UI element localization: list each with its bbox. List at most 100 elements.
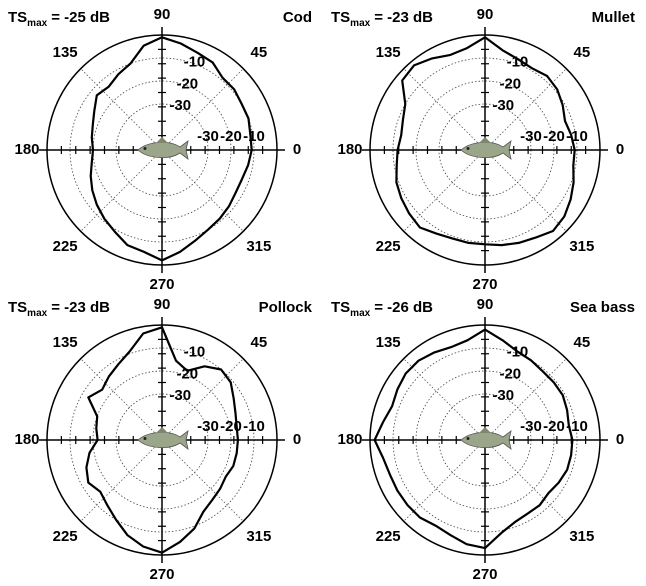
fish-eye <box>144 147 147 150</box>
angle-label: 90 <box>477 6 494 23</box>
fish-icon <box>138 137 188 159</box>
annotation-sub: max <box>350 18 370 29</box>
fish-body <box>138 431 188 449</box>
grid-line <box>404 440 485 521</box>
radial-label: -10 <box>507 53 529 70</box>
annotation-base: TS <box>8 9 27 26</box>
fish-icon <box>138 427 188 449</box>
figure: 04590135180225270315-30-30-20-20-10-10Co… <box>0 0 646 586</box>
angle-label: 270 <box>149 276 174 293</box>
fish-body <box>461 141 511 159</box>
radial-label: -30 <box>197 128 219 145</box>
angle-label: 225 <box>376 528 401 545</box>
ts-max-annotation: TSmax = -25 dB <box>8 9 110 29</box>
radial-label: -30 <box>520 128 542 145</box>
polar-panel: 04590135180225270315-30-30-20-20-10-10Po… <box>8 296 313 583</box>
annotation-base: TS <box>8 299 27 316</box>
annotation-value: = -26 dB <box>374 299 433 316</box>
radial-label: -20 <box>543 128 565 145</box>
polar-panel: 04590135180225270315-30-30-20-20-10-10Se… <box>331 296 635 583</box>
panel-title: Pollock <box>259 299 313 316</box>
angle-label: 135 <box>376 334 401 351</box>
radial-label: -20 <box>176 75 198 92</box>
angle-label: 45 <box>251 44 268 61</box>
polar-panel: 04590135180225270315-30-30-20-20-10-10Co… <box>8 6 312 293</box>
angle-label: 45 <box>574 44 591 61</box>
radial-label: -20 <box>499 365 521 382</box>
fish-fin <box>479 427 491 433</box>
radial-label: -20 <box>499 75 521 92</box>
ts-max-annotation: TSmax = -23 dB <box>8 299 110 319</box>
angle-label: 180 <box>337 431 362 448</box>
radial-label: -30 <box>169 97 191 114</box>
angle-label: 225 <box>376 238 401 255</box>
angle-label: 45 <box>251 334 268 351</box>
radial-label: -30 <box>520 418 542 435</box>
annotation-sub: max <box>27 18 47 29</box>
fish-eye <box>144 437 147 440</box>
radial-label: -10 <box>243 128 265 145</box>
angle-label: 0 <box>616 431 624 448</box>
fish-fin <box>156 427 168 433</box>
angle-label: 135 <box>53 44 78 61</box>
angle-label: 90 <box>154 6 171 23</box>
fish-body <box>138 141 188 159</box>
radial-label: -10 <box>243 418 265 435</box>
angle-label: 135 <box>376 44 401 61</box>
annotation-value: = -23 dB <box>51 299 110 316</box>
grid-line <box>404 69 485 150</box>
angle-label: 0 <box>293 141 301 158</box>
angle-label: 270 <box>472 276 497 293</box>
grid-line <box>485 440 566 521</box>
annotation-value: = -25 dB <box>51 9 110 26</box>
radial-label: -30 <box>492 387 514 404</box>
radial-label: -20 <box>220 128 242 145</box>
grid-line <box>404 150 485 231</box>
fish-eye <box>467 147 470 150</box>
angle-label: 90 <box>477 296 494 313</box>
grid-line <box>404 359 485 440</box>
ts-max-annotation: TSmax = -23 dB <box>331 9 433 29</box>
panel-title: Sea bass <box>570 299 635 316</box>
angle-label: 315 <box>569 238 594 255</box>
angle-label: 180 <box>337 141 362 158</box>
angle-label: 135 <box>53 334 78 351</box>
angle-label: 315 <box>569 528 594 545</box>
grid-line <box>162 150 243 231</box>
angle-label: 180 <box>14 141 39 158</box>
fish-icon <box>461 137 511 159</box>
fish-body <box>461 431 511 449</box>
annotation-value: = -23 dB <box>374 9 433 26</box>
annotation-sub: max <box>27 308 47 319</box>
fish-eye <box>467 437 470 440</box>
angle-label: 315 <box>246 528 271 545</box>
angle-label: 270 <box>472 566 497 583</box>
grid-line <box>162 440 243 521</box>
fish-fin <box>479 137 491 143</box>
annotation-base: TS <box>331 9 350 26</box>
polar-panel: 04590135180225270315-30-30-20-20-10-10Mu… <box>331 6 635 293</box>
radial-label: -10 <box>184 343 206 360</box>
panel-title: Cod <box>283 9 312 26</box>
angle-label: 315 <box>246 238 271 255</box>
radial-label: -20 <box>220 418 242 435</box>
annotation-base: TS <box>331 299 350 316</box>
angle-label: 45 <box>574 334 591 351</box>
grid-line <box>81 359 162 440</box>
fish-icon <box>461 427 511 449</box>
angle-label: 90 <box>154 296 171 313</box>
radial-label: -20 <box>543 418 565 435</box>
angle-label: 0 <box>616 141 624 158</box>
annotation-sub: max <box>350 308 370 319</box>
fish-fin <box>156 137 168 143</box>
angle-label: 180 <box>14 431 39 448</box>
panel-title: Mullet <box>592 9 635 26</box>
angle-label: 270 <box>149 566 174 583</box>
radial-label: -30 <box>197 418 219 435</box>
angle-label: 225 <box>53 238 78 255</box>
radial-label: -30 <box>492 97 514 114</box>
angle-label: 225 <box>53 528 78 545</box>
ts-max-annotation: TSmax = -26 dB <box>331 299 433 319</box>
angle-label: 0 <box>293 431 301 448</box>
grid-line <box>485 150 566 231</box>
